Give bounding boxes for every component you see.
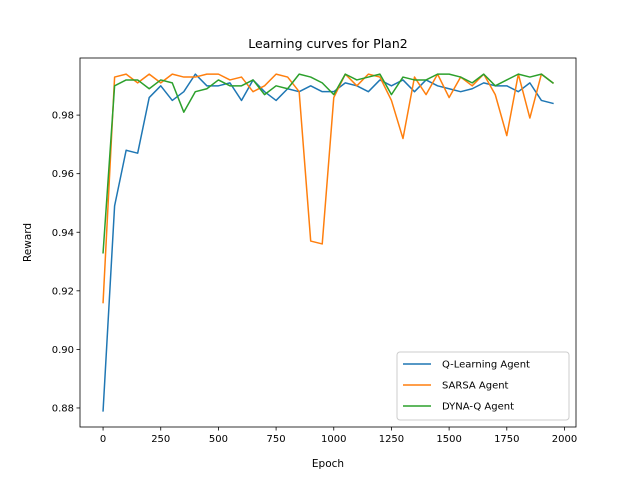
x-tick-label: 0 <box>100 434 106 445</box>
x-tick-label: 1750 <box>494 434 519 445</box>
legend-label-2: DYNA-Q Agent <box>442 402 514 413</box>
legend-label-1: SARSA Agent <box>442 381 509 392</box>
legend-label-0: Q-Learning Agent <box>442 360 530 371</box>
series-layer <box>102 73 554 412</box>
y-tick-label: 0.98 <box>52 111 74 122</box>
y-axis-label: Reward <box>22 223 34 262</box>
x-tick-label: 250 <box>151 434 170 445</box>
x-tick-label: 1000 <box>321 434 346 445</box>
chart-title: Learning curves for Plan2 <box>248 36 407 51</box>
x-tick-label: 1250 <box>379 434 404 445</box>
series-line-1 <box>102 73 554 304</box>
y-tick-label: 0.88 <box>52 403 74 414</box>
legend-box <box>396 351 570 421</box>
x-axis-label: Epoch <box>312 458 344 470</box>
x-tick-label: 750 <box>267 434 286 445</box>
x-axis-ticks: 0 250 500 750 1000 1250 1500 1750 2000 <box>100 427 577 445</box>
y-axis-ticks: 0.88 0.90 0.92 0.94 0.96 0.98 <box>52 111 80 414</box>
y-tick-label: 0.90 <box>52 345 74 356</box>
x-tick-label: 1500 <box>436 434 461 445</box>
y-tick-label: 0.94 <box>52 228 74 239</box>
y-tick-label: 0.96 <box>52 169 74 180</box>
x-tick-label: 2000 <box>552 434 577 445</box>
y-tick-label: 0.92 <box>52 286 74 297</box>
series-line-2 <box>102 73 554 254</box>
x-tick-label: 500 <box>209 434 228 445</box>
plot-frame <box>79 57 577 428</box>
chart-legend: Q-Learning Agent SARSA Agent DYNA-Q Agent <box>396 351 570 421</box>
